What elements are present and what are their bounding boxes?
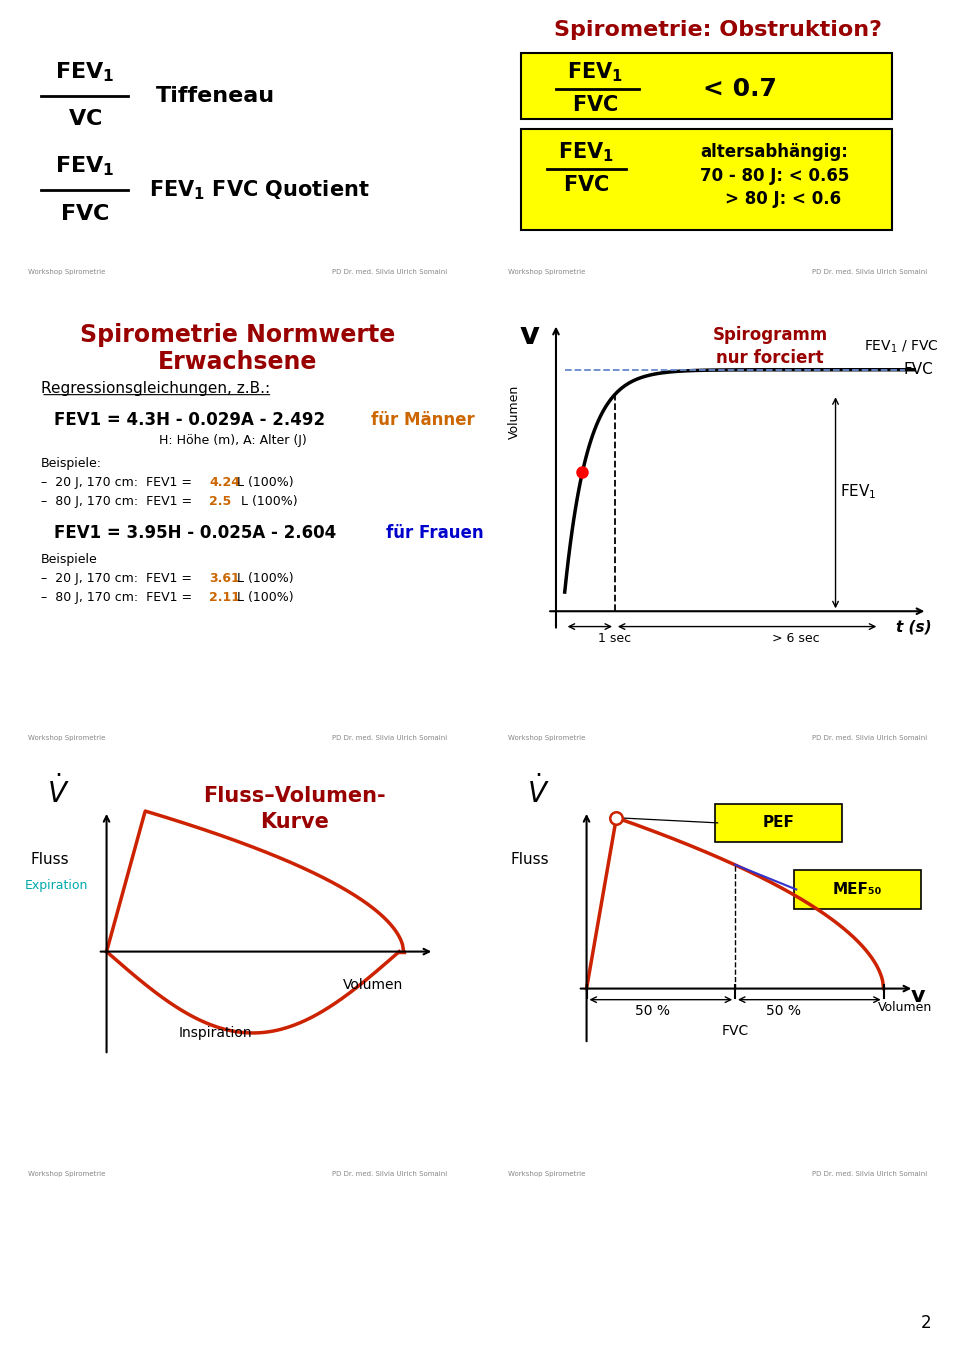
Text: $\mathbf{FVC}$: $\mathbf{FVC}$ <box>564 175 610 195</box>
Text: Volumen: Volumen <box>878 1001 932 1014</box>
Text: Beispiele: Beispiele <box>41 553 98 566</box>
Text: $\mathbf{FVC}$: $\mathbf{FVC}$ <box>60 203 109 223</box>
FancyBboxPatch shape <box>715 803 842 842</box>
Text: FEV$_1$ / FVC: FEV$_1$ / FVC <box>864 339 939 355</box>
Text: 50 %: 50 % <box>635 1003 669 1018</box>
Text: 2.11: 2.11 <box>209 592 240 604</box>
Text: 1 sec: 1 sec <box>598 632 632 644</box>
Text: Workshop Spirometrie: Workshop Spirometrie <box>508 269 586 276</box>
Text: FEV1 = 3.95H - 0.025A - 2.604: FEV1 = 3.95H - 0.025A - 2.604 <box>54 523 336 542</box>
Text: $\mathbf{FEV_1}$: $\mathbf{FEV_1}$ <box>559 140 614 164</box>
Text: Workshop Spirometrie: Workshop Spirometrie <box>28 1170 106 1177</box>
Text: –  20 J, 170 cm:  FEV1 =: – 20 J, 170 cm: FEV1 = <box>41 476 196 490</box>
Text: PD Dr. med. Silvia Ulrich Somaini: PD Dr. med. Silvia Ulrich Somaini <box>332 1170 447 1177</box>
Text: 70 - 80 J: < 0.65: 70 - 80 J: < 0.65 <box>700 167 849 184</box>
Text: 50 %: 50 % <box>766 1003 801 1018</box>
Text: Fluss: Fluss <box>31 851 69 866</box>
Text: PEF: PEF <box>763 815 795 830</box>
Text: FVC: FVC <box>722 1024 749 1038</box>
Text: FVC: FVC <box>903 362 933 377</box>
Text: $\mathbf{VC}$: $\mathbf{VC}$ <box>67 109 102 129</box>
Text: 2: 2 <box>921 1314 931 1332</box>
Text: > 80 J: < 0.6: > 80 J: < 0.6 <box>725 191 841 208</box>
Text: Workshop Spirometrie: Workshop Spirometrie <box>28 734 106 741</box>
Text: $\mathbf{v}$: $\mathbf{v}$ <box>519 320 540 350</box>
Text: 4.24: 4.24 <box>209 476 240 490</box>
Text: $\mathbf{FEV_1}$ FVC Quotient: $\mathbf{FEV_1}$ FVC Quotient <box>149 178 370 202</box>
Text: 2.5: 2.5 <box>209 495 231 508</box>
Text: $\dot{V}$: $\dot{V}$ <box>527 776 550 810</box>
Text: > 6 sec: > 6 sec <box>773 632 820 644</box>
Text: Fluss–Volumen-: Fluss–Volumen- <box>204 787 386 806</box>
Text: L (100%): L (100%) <box>233 572 294 585</box>
Text: Volumen: Volumen <box>508 385 521 438</box>
Text: $\dot{V}$: $\dot{V}$ <box>47 776 70 810</box>
Text: $\mathbf{FVC}$: $\mathbf{FVC}$ <box>572 95 618 116</box>
Text: für Frauen: für Frauen <box>386 523 484 542</box>
FancyBboxPatch shape <box>794 870 921 909</box>
Text: MEF₅₀: MEF₅₀ <box>832 882 882 897</box>
Text: Beispiele:: Beispiele: <box>41 457 102 471</box>
Text: Erwachsene: Erwachsene <box>157 350 318 374</box>
Text: Spirometrie Normwerte: Spirometrie Normwerte <box>80 323 396 347</box>
Text: Kurve: Kurve <box>260 812 329 833</box>
Text: L (100%): L (100%) <box>233 476 294 490</box>
Text: PD Dr. med. Silvia Ulrich Somaini: PD Dr. med. Silvia Ulrich Somaini <box>812 269 927 276</box>
Text: Spirometrie: Obstruktion?: Spirometrie: Obstruktion? <box>554 20 881 40</box>
Text: PD Dr. med. Silvia Ulrich Somaini: PD Dr. med. Silvia Ulrich Somaini <box>332 269 447 276</box>
Text: für Männer: für Männer <box>371 410 474 429</box>
Text: PD Dr. med. Silvia Ulrich Somaini: PD Dr. med. Silvia Ulrich Somaini <box>812 734 927 741</box>
Text: altersabhängig:: altersabhängig: <box>701 144 849 161</box>
Text: Spirogramm: Spirogramm <box>712 327 828 344</box>
Text: FEV$_1$: FEV$_1$ <box>840 482 876 500</box>
Text: Workshop Spirometrie: Workshop Spirometrie <box>508 1170 586 1177</box>
Text: Tiffeneau: Tiffeneau <box>156 86 276 106</box>
Text: $\mathbf{FEV_1}$: $\mathbf{FEV_1}$ <box>567 61 623 85</box>
Text: nur forciert: nur forciert <box>716 350 824 367</box>
Text: Fluss: Fluss <box>511 851 549 866</box>
Text: Expiration: Expiration <box>25 878 88 892</box>
Text: –  80 J, 170 cm:  FEV1 =: – 80 J, 170 cm: FEV1 = <box>41 495 196 508</box>
Text: 3.61: 3.61 <box>209 572 240 585</box>
FancyBboxPatch shape <box>521 129 893 230</box>
Text: $\mathbf{v}$: $\mathbf{v}$ <box>910 986 926 1006</box>
Text: t (s): t (s) <box>897 619 932 633</box>
Text: –  80 J, 170 cm:  FEV1 =: – 80 J, 170 cm: FEV1 = <box>41 592 196 604</box>
Text: Inspiration: Inspiration <box>179 1026 252 1040</box>
Text: H: Höhe (m), A: Alter (J): H: Höhe (m), A: Alter (J) <box>159 434 307 447</box>
Text: L (100%): L (100%) <box>233 495 298 508</box>
Text: Regressionsgleichungen, z.B.:: Regressionsgleichungen, z.B.: <box>41 382 270 397</box>
Text: L (100%): L (100%) <box>233 592 294 604</box>
Text: < 0.7: < 0.7 <box>703 77 777 101</box>
Text: PD Dr. med. Silvia Ulrich Somaini: PD Dr. med. Silvia Ulrich Somaini <box>812 1170 927 1177</box>
Text: Workshop Spirometrie: Workshop Spirometrie <box>508 734 586 741</box>
Text: Volumen: Volumen <box>343 978 403 991</box>
Text: $\mathbf{FEV_1}$: $\mathbf{FEV_1}$ <box>55 155 114 179</box>
Text: –  20 J, 170 cm:  FEV1 =: – 20 J, 170 cm: FEV1 = <box>41 572 196 585</box>
Text: $\mathbf{FEV_1}$: $\mathbf{FEV_1}$ <box>55 61 114 85</box>
Text: PD Dr. med. Silvia Ulrich Somaini: PD Dr. med. Silvia Ulrich Somaini <box>332 734 447 741</box>
FancyBboxPatch shape <box>521 54 893 120</box>
Text: FEV1 = 4.3H - 0.029A - 2.492: FEV1 = 4.3H - 0.029A - 2.492 <box>54 410 325 429</box>
Text: Workshop Spirometrie: Workshop Spirometrie <box>28 269 106 276</box>
